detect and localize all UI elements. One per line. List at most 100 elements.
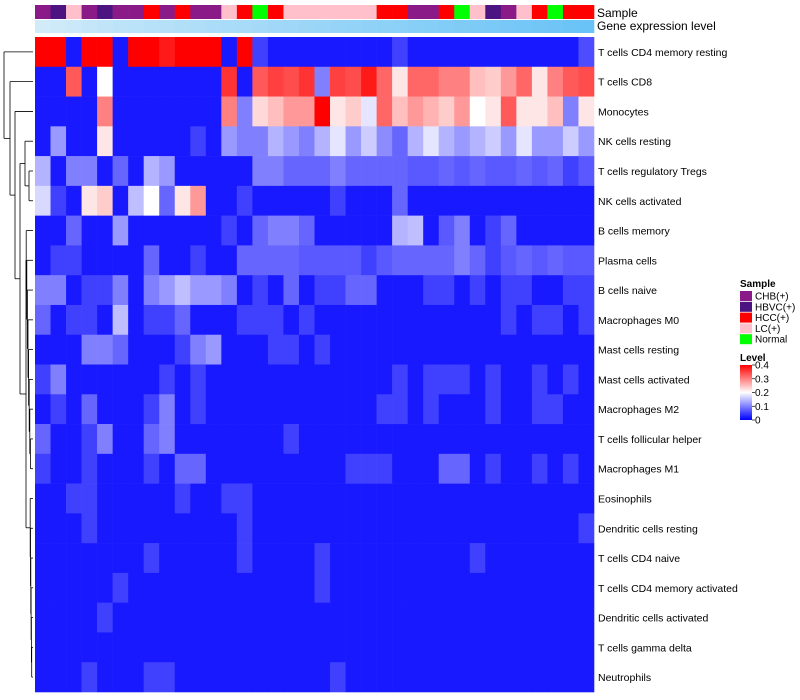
heatmap-cell <box>314 543 331 574</box>
heatmap-cell <box>314 394 331 425</box>
expression-annotation-cell <box>190 20 207 33</box>
heatmap-cell <box>376 334 393 365</box>
heatmap-cell <box>330 453 346 484</box>
heatmap-cell <box>35 37 51 68</box>
heatmap-cell <box>392 215 408 246</box>
heatmap-cell <box>50 632 67 663</box>
heatmap-cell <box>35 543 51 574</box>
heatmap-cell <box>562 424 579 455</box>
heatmap-cell <box>345 543 362 574</box>
heatmap-cell <box>547 364 564 395</box>
heatmap-cell <box>361 662 377 693</box>
heatmap-cell <box>267 96 284 127</box>
heatmap-cell <box>205 513 222 544</box>
heatmap-cell <box>50 543 67 574</box>
heatmap-cell <box>531 572 548 603</box>
heatmap-cell <box>143 66 160 97</box>
heatmap-cell <box>345 424 362 455</box>
heatmap-cell <box>345 66 362 97</box>
expression-annotation-track <box>35 20 595 33</box>
heatmap-cell <box>143 275 160 306</box>
heatmap-cell <box>128 572 144 603</box>
heatmap-cell <box>236 632 253 663</box>
sample-annotation-cell <box>407 5 424 19</box>
heatmap-cell <box>438 66 455 97</box>
heatmap-cell <box>423 364 440 395</box>
heatmap-cell <box>205 185 222 216</box>
heatmap-cell <box>190 632 207 663</box>
heatmap-cell <box>578 483 595 514</box>
heatmap-cell <box>50 453 67 484</box>
heatmap-cell <box>236 602 253 633</box>
heatmap-cell <box>578 394 595 425</box>
heatmap-cell <box>531 156 548 187</box>
heatmap-cell <box>50 126 67 157</box>
heatmap-cell <box>485 126 502 157</box>
sample-annotation-cell <box>376 5 393 19</box>
heatmap-cell <box>283 513 300 544</box>
heatmap-cell <box>485 364 502 395</box>
heatmap-cell <box>66 364 82 395</box>
heatmap-cell <box>361 364 377 395</box>
heatmap-cell <box>438 364 455 395</box>
heatmap-cell <box>345 513 362 544</box>
heatmap-cell <box>190 126 207 157</box>
heatmap-cell <box>454 513 471 544</box>
heatmap-cell <box>361 37 377 68</box>
heatmap-cell <box>128 662 144 693</box>
heatmap-cell <box>159 215 176 246</box>
row-label: Macrophages M2 <box>598 404 679 416</box>
heatmap-cell <box>128 37 144 68</box>
heatmap-cell <box>35 364 51 395</box>
heatmap-cell <box>361 215 377 246</box>
heatmap-cell <box>97 275 113 306</box>
heatmap-cell <box>267 543 284 574</box>
heatmap-cell <box>454 304 471 336</box>
heatmap-cell <box>376 304 393 336</box>
heatmap-cell <box>236 513 253 544</box>
heatmap-cell <box>547 662 564 693</box>
heatmap-cell <box>531 126 548 157</box>
heatmap-cell <box>159 572 176 603</box>
heatmap-cell <box>128 453 144 484</box>
heatmap-cell <box>469 424 486 455</box>
heatmap-cell <box>50 394 67 425</box>
heatmap-cell <box>97 185 113 216</box>
heatmap-cell <box>66 275 82 306</box>
heatmap-cell <box>500 483 517 514</box>
heatmap-cell <box>547 543 564 574</box>
heatmap-cell <box>531 334 548 365</box>
heatmap-cell <box>205 156 222 187</box>
heatmap-cell <box>267 483 284 514</box>
expression-annotation-cell <box>221 20 238 33</box>
heatmap-cell <box>469 572 486 603</box>
heatmap-cell <box>97 304 113 336</box>
heatmap-cell <box>469 185 486 216</box>
heatmap-cell <box>128 334 144 365</box>
heatmap-cell <box>252 632 269 663</box>
heatmap-cell <box>438 662 455 693</box>
heatmap-cell <box>66 602 82 633</box>
heatmap-cell <box>159 96 176 127</box>
heatmap-cell <box>190 572 207 603</box>
heatmap-cell <box>298 572 315 603</box>
heatmap-cell <box>159 334 176 365</box>
heatmap-cell <box>578 66 595 97</box>
heatmap-cell <box>392 96 408 127</box>
heatmap-cell <box>562 304 579 336</box>
heatmap-cell <box>531 245 548 276</box>
heatmap-cell <box>143 334 160 365</box>
heatmap-cell <box>143 602 160 633</box>
expression-annotation-cell <box>314 20 331 33</box>
heatmap-cell <box>314 662 331 693</box>
expression-annotation-cell <box>97 20 113 33</box>
heatmap-cell <box>66 632 82 663</box>
heatmap-cell <box>485 304 502 336</box>
heatmap-cell <box>392 37 408 68</box>
heatmap-cell <box>547 424 564 455</box>
heatmap-cell <box>221 602 238 633</box>
heatmap-cell <box>407 364 424 395</box>
heatmap-cell <box>454 334 471 365</box>
heatmap-cell <box>376 602 393 633</box>
heatmap-cell <box>283 572 300 603</box>
